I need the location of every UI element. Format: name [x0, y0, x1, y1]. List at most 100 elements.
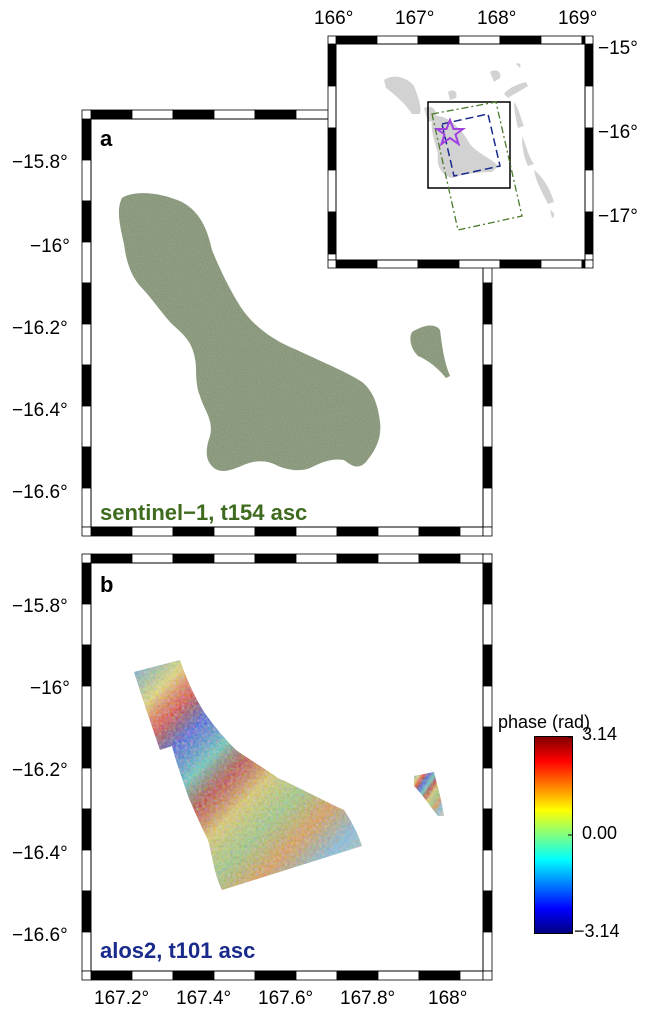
frame-corner [81, 526, 92, 537]
frame-segment [213, 526, 256, 537]
frame-segment [213, 970, 256, 981]
panel-a-lat-label: −16.6° [12, 482, 68, 503]
frame-corner [81, 970, 92, 981]
frame-segment [376, 259, 419, 269]
inset-lat-label: −15° [598, 38, 638, 59]
frame-segment [81, 849, 92, 892]
frame-segment [482, 603, 493, 646]
frame-segment [81, 159, 92, 202]
frame-segment [327, 253, 337, 261]
frame-segment [81, 446, 92, 489]
frame-segment [584, 211, 594, 255]
panel-a-lat-label: −16.2° [12, 318, 68, 339]
study-area-box [427, 101, 511, 189]
frame-segment [459, 553, 484, 564]
panel-b: b alos2, t101 asc [81, 553, 493, 981]
panel-a-caption: sentinel−1, t154 asc [100, 500, 308, 525]
frame-segment [418, 970, 461, 981]
inset-lat-label: −16° [598, 122, 638, 143]
frame-segment [581, 35, 586, 45]
frame-segment [131, 526, 174, 537]
frame-segment [458, 35, 501, 45]
frame-segment [482, 562, 493, 605]
frame-segment [418, 553, 461, 564]
frame-segment [81, 405, 92, 448]
frame-segment [482, 808, 493, 851]
frame-segment [482, 849, 493, 892]
frame-segment [81, 644, 92, 687]
panel-b-lat-label: −15.8° [12, 596, 68, 617]
frame-segment [482, 890, 493, 933]
frame-segment [417, 35, 460, 45]
frame-segment [482, 685, 493, 728]
frame-segment [377, 526, 420, 537]
inset-frame [327, 35, 594, 269]
frame-corner [482, 553, 493, 564]
colorbar-mid-label: 0.00 [582, 823, 618, 843]
east-island-a [410, 325, 450, 378]
panel-b-lat-label: −16.4° [12, 843, 68, 864]
frame-segment [327, 85, 337, 129]
santo-island-a [118, 193, 381, 471]
epicenter-star-icon [433, 117, 467, 147]
panel-a-letter: a [100, 126, 113, 151]
panel-b-lat-label: −16° [30, 678, 70, 699]
panel-b-frame [81, 553, 493, 981]
frame-segment [90, 553, 133, 564]
frame-segment [81, 890, 92, 933]
frame-segment [172, 526, 215, 537]
frame-segment [81, 931, 92, 972]
colorbar-title: phase (rad) [498, 712, 591, 732]
frame-inner-border [90, 118, 484, 528]
frame-corner [327, 35, 337, 45]
frame-segment [295, 553, 338, 564]
frame-segment [81, 118, 92, 161]
frame-segment [482, 931, 493, 972]
frame-segment [482, 446, 493, 489]
frame-segment [81, 241, 92, 284]
frame-corner [81, 553, 92, 564]
panel-b-lon-label: 167.2° [94, 988, 150, 1009]
panel-a-lat-label: −16° [30, 236, 70, 257]
frame-segment [90, 526, 133, 537]
frame-segment [131, 970, 174, 981]
inset-lat-label: −17° [598, 206, 638, 227]
frame-corner [584, 35, 594, 45]
frame-segment [254, 526, 297, 537]
frame-segment [377, 553, 420, 564]
frame-segment [482, 364, 493, 407]
frame-segment [131, 553, 174, 564]
frame-segment [482, 405, 493, 448]
frame-segment [81, 808, 92, 851]
frame-segment [418, 526, 461, 537]
colorbar-max-label: 3.14 [582, 724, 618, 744]
frame-corner [482, 970, 493, 981]
frame-segment [377, 970, 420, 981]
frame-segment [81, 562, 92, 605]
inset-map [327, 35, 594, 269]
frame-segment [499, 259, 542, 269]
frame-segment [172, 109, 215, 120]
frame-corner [81, 109, 92, 120]
frame-segment [295, 970, 338, 981]
panel-b-lon-label: 167.4° [176, 988, 232, 1009]
frame-segment [81, 603, 92, 646]
panel-b-lat-label: −16.2° [12, 760, 68, 781]
frame-corner [327, 259, 337, 269]
frame-segment [482, 323, 493, 366]
inset-land [384, 63, 555, 218]
frame-segment [172, 970, 215, 981]
panel-b-caption: alos2, t101 asc [100, 938, 256, 963]
frame-segment [458, 259, 501, 269]
frame-segment [482, 767, 493, 810]
frame-segment [327, 211, 337, 255]
inset-lon-label: 167° [395, 8, 435, 29]
alos-frame [441, 113, 501, 177]
frame-segment [213, 553, 256, 564]
colorbar-min-label: −3.14 [574, 921, 620, 941]
frame-segment [540, 35, 583, 45]
inset-lon-label: 166° [314, 8, 354, 29]
frame-segment [81, 487, 92, 528]
inset-lon-label: 169° [558, 8, 598, 29]
frame-segment [254, 970, 297, 981]
